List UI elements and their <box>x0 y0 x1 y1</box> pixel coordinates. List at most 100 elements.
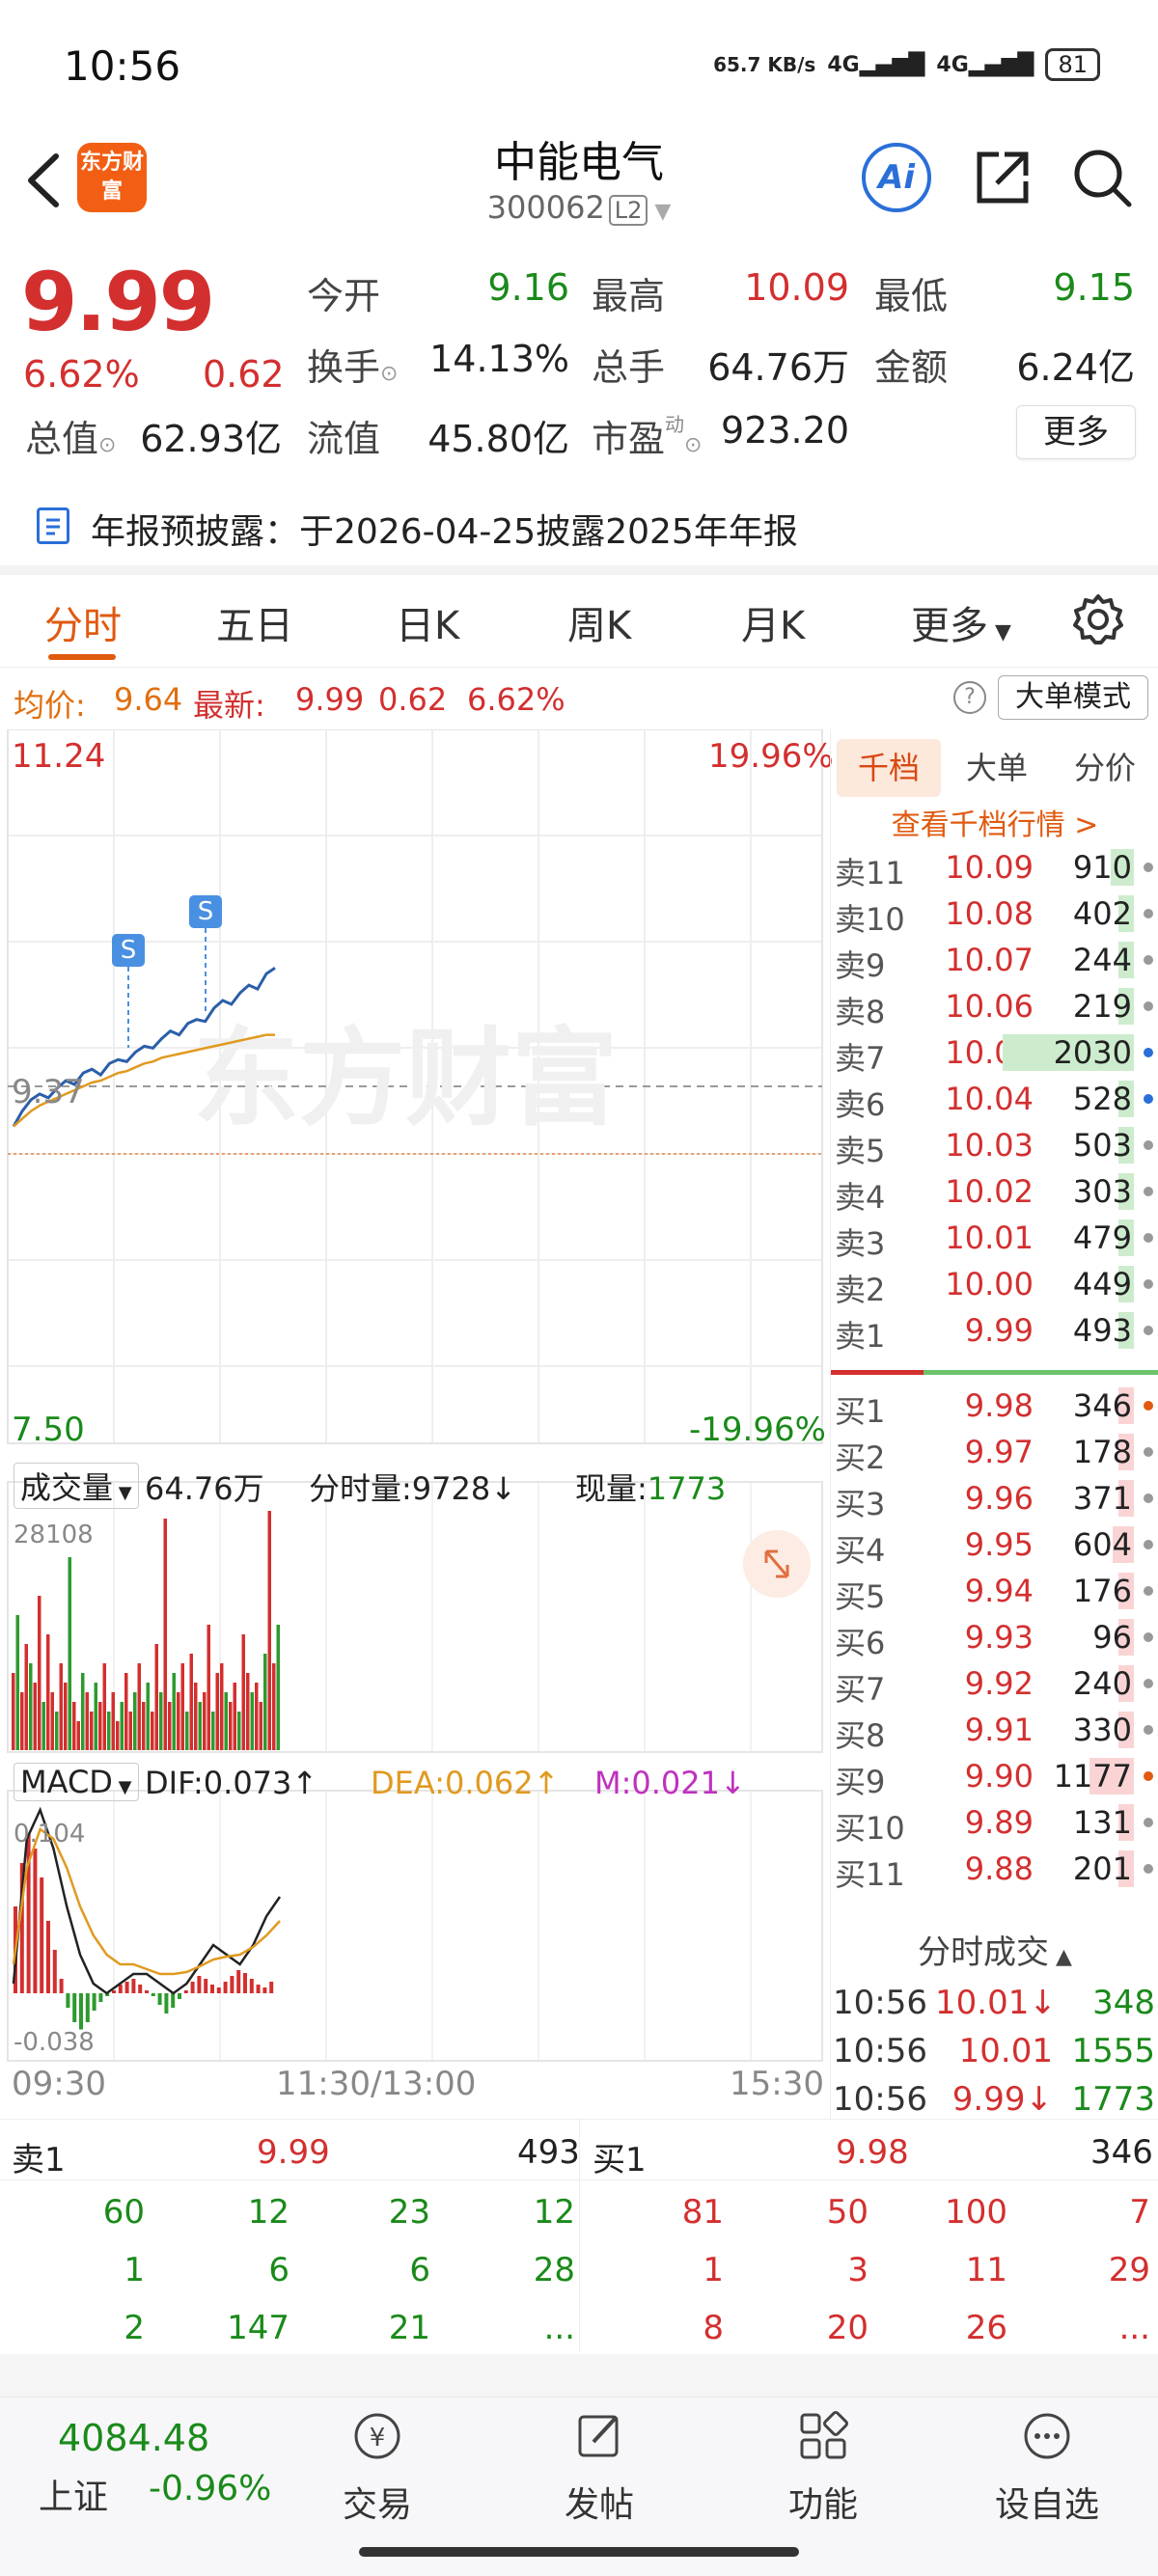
level-table-cell: 12 <box>247 2193 290 2232</box>
bid-level-row[interactable]: 买4 9.95 604 <box>831 1521 1158 1569</box>
bid-level-row[interactable]: 买3 9.96 371 <box>831 1474 1158 1522</box>
turnover-label: 换手⊙ <box>307 346 399 389</box>
intraday-chart[interactable]: 东方财富 11.24 19.96% 9.37 7.50 -19.96% S S … <box>0 729 834 2119</box>
volume-bar <box>241 1634 245 1750</box>
level-volume: 371 <box>1072 1480 1132 1517</box>
ask-level-row[interactable]: 卖11 10.09 910 <box>831 843 1158 891</box>
level-table-hline <box>0 2179 1158 2180</box>
level-price: 10.06 <box>945 988 1034 1025</box>
bid-level-row[interactable]: 买5 9.94 176 <box>831 1567 1158 1615</box>
report-notice[interactable]: 年报预披露：于2026-04-25披露2025年年报 <box>0 492 1158 560</box>
ticks-title[interactable]: 分时成交 ▲ <box>918 1933 1072 1972</box>
volume-bar <box>72 1702 76 1750</box>
bid-level-row[interactable]: 买7 9.92 240 <box>831 1659 1158 1708</box>
level-dot <box>1144 1586 1153 1596</box>
view-thousand-levels-link[interactable]: 查看千档行情 > <box>891 808 1099 842</box>
bid-level-row[interactable]: 买6 9.93 96 <box>831 1613 1158 1661</box>
sell1-price: 9.99 <box>257 2133 330 2172</box>
app-logo[interactable]: 东方财富 <box>77 143 147 212</box>
tab-weekly-k[interactable]: 周K <box>567 604 632 648</box>
time-end: 15:30 <box>730 2065 824 2103</box>
macd-bar <box>190 1982 195 1993</box>
bid-level-row[interactable]: 买11 9.88 201 <box>831 1845 1158 1893</box>
ask-level-row[interactable]: 卖5 10.03 503 <box>831 1121 1158 1169</box>
level-dot <box>1144 1540 1153 1549</box>
volume-bar <box>98 1702 102 1750</box>
more-button[interactable]: 更多 <box>1016 405 1136 459</box>
dif-line <box>12 1806 282 1995</box>
macd-header: MACD ▼ DIF:0.073↑ DEA:0.062↑ M:0.021↓ <box>0 1757 830 1807</box>
ask-level-row[interactable]: 卖10 10.08 402 <box>831 890 1158 938</box>
search-button[interactable] <box>1069 145 1135 210</box>
ai-button[interactable]: Ai <box>862 143 931 212</box>
level-volume-bar <box>1003 1034 1134 1071</box>
bid-level-row[interactable]: 买9 9.90 1177 <box>831 1752 1158 1800</box>
tick-volume: 348 <box>1092 1984 1155 2022</box>
nav-functions[interactable]: 功能 <box>751 2407 896 2527</box>
tab-more[interactable]: 更多 ▼ <box>911 604 1011 648</box>
level-volume-bar <box>1110 849 1134 886</box>
ask-level-row[interactable]: 卖7 10.05 2030 <box>831 1028 1158 1077</box>
level-table-cell: 1 <box>124 2251 145 2289</box>
volume-bar <box>50 1692 54 1750</box>
volume-selector[interactable]: 成交量 ▼ <box>14 1463 139 1509</box>
level-price: 10.03 <box>945 1127 1034 1164</box>
signal-icon-1: 4G▂▄▆█ <box>827 52 925 77</box>
tab-big-orders[interactable]: 大单 <box>965 750 1028 786</box>
pe-label: 市盈动⊙ <box>592 413 703 460</box>
tab-daily-k[interactable]: 日K <box>396 604 460 648</box>
level-table-cell: 12 <box>533 2193 575 2232</box>
level-label: 卖5 <box>835 1133 886 1169</box>
stock-code-row[interactable]: 300062 L2 ▼ <box>0 189 1158 226</box>
share-button[interactable] <box>970 145 1035 210</box>
bid-level-row[interactable]: 买8 9.91 330 <box>831 1706 1158 1754</box>
tick-row: 10:56 10.01 1555 <box>831 2028 1158 2074</box>
ask-level-row[interactable]: 卖6 10.04 528 <box>831 1075 1158 1123</box>
time-start: 09:30 <box>12 2065 106 2103</box>
tab-price-distribution[interactable]: 分价 <box>1073 750 1136 786</box>
sell-marker[interactable]: S <box>112 934 145 967</box>
tab-intraday[interactable]: 分时 <box>44 604 122 648</box>
volume-bar <box>233 1683 236 1750</box>
ask-level-row[interactable]: 卖1 9.99 493 <box>831 1306 1158 1355</box>
level-table-cell: 28 <box>533 2251 575 2289</box>
level-label: 买8 <box>835 1717 886 1754</box>
level-price: 9.88 <box>964 1850 1034 1887</box>
sell-marker[interactable]: S <box>189 895 222 928</box>
level-dot <box>1144 1140 1153 1150</box>
macd-bar <box>236 1970 241 1993</box>
back-button[interactable] <box>19 147 68 214</box>
ask-level-row[interactable]: 卖8 10.06 219 <box>831 982 1158 1030</box>
status-indicators: 65.7 KB/s 4G▂▄▆█ 4G▂▄▆█ 81 <box>713 48 1100 81</box>
expand-button[interactable] <box>743 1530 811 1598</box>
help-icon[interactable]: ? <box>953 681 986 714</box>
volume-bar <box>124 1673 128 1750</box>
bid-level-row[interactable]: 买10 9.89 131 <box>831 1798 1158 1847</box>
bid-level-row[interactable]: 买2 9.97 178 <box>831 1428 1158 1476</box>
macd-selector[interactable]: MACD ▼ <box>14 1763 139 1801</box>
ask-level-row[interactable]: 卖4 10.02 303 <box>831 1167 1158 1216</box>
search-icon <box>1074 150 1132 207</box>
tab-thousand-levels[interactable]: 千档 <box>837 739 941 797</box>
level-volume-bar <box>1118 1219 1134 1256</box>
ask-level-row[interactable]: 卖2 10.00 449 <box>831 1260 1158 1308</box>
level-price: 9.92 <box>964 1665 1034 1702</box>
tab-five-day[interactable]: 五日 <box>216 604 293 648</box>
tick-time: 10:56 <box>833 1984 927 2022</box>
ask-level-row[interactable]: 卖9 10.07 244 <box>831 936 1158 984</box>
amount-label: 金额 <box>874 346 949 389</box>
nav-trade[interactable]: ¥ 交易 <box>305 2407 450 2527</box>
bid-level-row[interactable]: 买1 9.98 346 <box>831 1382 1158 1430</box>
tab-monthly-k[interactable]: 月K <box>741 604 806 648</box>
volume-bar <box>128 1712 132 1750</box>
big-order-mode-button[interactable]: 大单模式 <box>998 675 1148 720</box>
open-value: 9.16 <box>487 266 569 309</box>
level-price: 10.04 <box>945 1081 1034 1117</box>
nav-add-watchlist[interactable]: 设自选 <box>975 2407 1119 2527</box>
nav-post[interactable]: 发帖 <box>527 2407 672 2527</box>
volume-bar <box>120 1702 124 1750</box>
ask-level-row[interactable]: 卖3 10.01 479 <box>831 1214 1158 1262</box>
level-table-cell: ... <box>543 2309 575 2347</box>
settings-button[interactable] <box>1071 592 1125 646</box>
price-line <box>12 967 276 1128</box>
